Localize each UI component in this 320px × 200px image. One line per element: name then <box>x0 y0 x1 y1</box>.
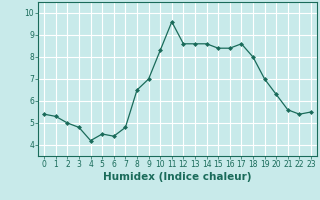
X-axis label: Humidex (Indice chaleur): Humidex (Indice chaleur) <box>103 172 252 182</box>
